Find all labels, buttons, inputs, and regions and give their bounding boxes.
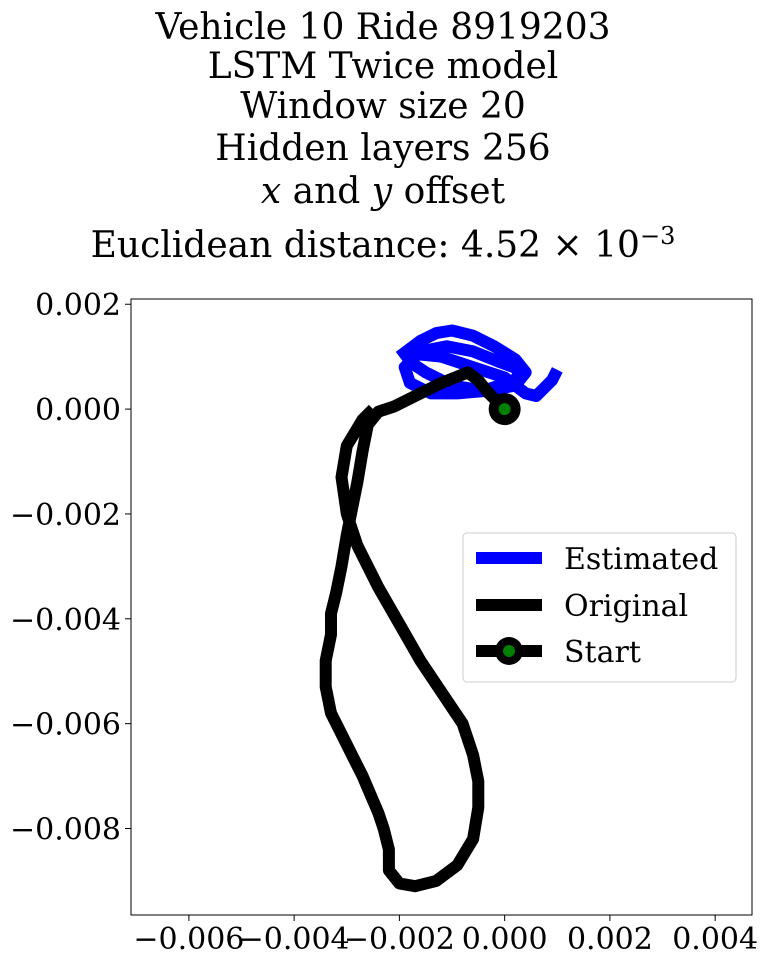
x-tick-label: 0.000	[462, 922, 548, 957]
legend: Estimated Original Start	[462, 532, 737, 683]
x-axis: −0.006−0.004−0.002 0.000 0.002 0.004	[133, 915, 758, 957]
series-layer	[319, 324, 563, 893]
y-tick-label: −0.008	[10, 812, 121, 847]
title-distance: Euclidean distance: 4.52 × 10	[90, 225, 640, 266]
legend-box	[462, 532, 737, 683]
title-line-3: Window size 20	[240, 86, 526, 127]
x-tick-label: 0.004	[672, 922, 758, 957]
axes-frame	[130, 298, 753, 916]
y-tick-label: −0.002	[10, 498, 121, 533]
title-offset: offset	[392, 171, 506, 212]
title-y-var: y	[371, 171, 393, 212]
title-exponent: −3	[639, 222, 676, 250]
x-tick-label: −0.006	[133, 922, 244, 957]
title-line-2: LSTM Twice model	[207, 46, 559, 87]
legend-start-label: Start	[564, 635, 641, 670]
title-line-5: x and y offset	[0, 170, 766, 214]
legend-estimated-label: Estimated	[564, 542, 718, 577]
series-estimated-line	[395, 324, 563, 402]
x-tick-label: 0.002	[567, 922, 653, 957]
series-original-line	[319, 366, 509, 893]
title-line-4: Hidden layers 256	[215, 128, 551, 169]
x-tick-label: −0.002	[344, 922, 455, 957]
x-tick-label: −0.004	[239, 922, 350, 957]
title-line-1: Vehicle 10 Ride 8919203	[155, 7, 611, 48]
series-start-point-inner	[498, 403, 511, 416]
y-tick-label: 0.000	[35, 393, 121, 428]
y-tick-label: −0.006	[10, 708, 121, 743]
legend-original-label: Original	[564, 589, 688, 624]
title-x-var: x	[260, 171, 282, 212]
y-axis: 0.002 0.000 −0.002 −0.004 −0.006 −0.008	[10, 288, 131, 847]
title-line-6: Euclidean distance: 4.52 × 10−3	[0, 214, 766, 268]
title-and: and	[281, 171, 372, 212]
legend-start-marker-inner	[503, 645, 515, 657]
y-tick-label: 0.002	[35, 288, 121, 323]
y-tick-label: −0.004	[10, 603, 121, 638]
